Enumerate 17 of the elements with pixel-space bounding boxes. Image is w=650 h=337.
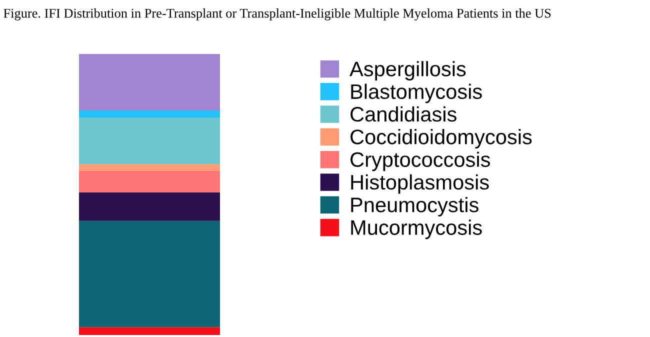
- legend-label: Cryptococcosis: [350, 152, 490, 172]
- bar: [79, 164, 220, 171]
- bar: [79, 170, 220, 193]
- bar: [79, 220, 220, 328]
- legend-label: Candidiasis: [350, 106, 456, 122]
- bar: [79, 327, 220, 335]
- legend-label: Mucormycosis: [351, 220, 482, 240]
- legend-label: Coccidioidomycosis: [350, 129, 532, 148]
- bar: [79, 54, 220, 110]
- legend-label: Aspergillosis: [350, 61, 466, 80]
- text: Figure. IFI Distribution in Pre-Transplant or Transplant-Ineligible Multiple Myeloma Patients in the US: [4, 8, 551, 20]
- bar: [79, 118, 220, 164]
- legend-label: Pneumocystis: [351, 197, 478, 216]
- bar: [79, 110, 220, 118]
- bar: [79, 192, 220, 221]
- legend-label: Histoplasmosis: [351, 174, 489, 194]
- legend-label: Blastomycosis: [351, 84, 482, 104]
